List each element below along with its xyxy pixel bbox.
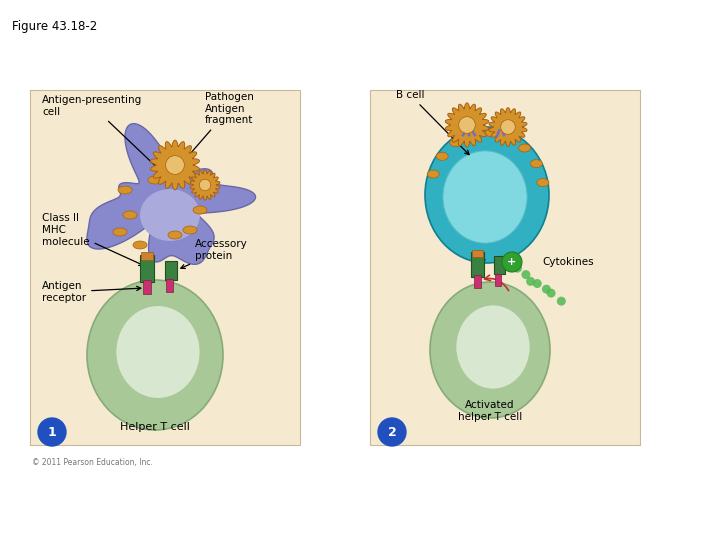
Ellipse shape: [87, 280, 223, 430]
Text: +: +: [508, 257, 517, 267]
FancyBboxPatch shape: [30, 90, 300, 445]
Bar: [494, 256, 505, 274]
Circle shape: [513, 264, 522, 273]
Text: 2: 2: [387, 426, 397, 438]
Circle shape: [521, 270, 531, 279]
Bar: [471, 252, 484, 277]
Circle shape: [533, 279, 541, 288]
Ellipse shape: [430, 282, 550, 418]
Ellipse shape: [116, 306, 200, 399]
Ellipse shape: [531, 160, 542, 167]
Polygon shape: [445, 103, 489, 147]
Circle shape: [557, 296, 566, 306]
Ellipse shape: [123, 211, 137, 219]
Ellipse shape: [148, 176, 162, 184]
Ellipse shape: [427, 170, 439, 178]
Text: Cytokines: Cytokines: [542, 257, 593, 267]
Ellipse shape: [425, 127, 549, 263]
Circle shape: [166, 156, 184, 174]
Ellipse shape: [443, 151, 527, 243]
Circle shape: [500, 120, 516, 134]
Circle shape: [199, 179, 211, 191]
Text: Pathogen
Antigen
fragment: Pathogen Antigen fragment: [186, 92, 254, 159]
Text: Antigen
receptor: Antigen receptor: [42, 281, 141, 303]
Circle shape: [546, 288, 556, 298]
Bar: [166, 279, 173, 292]
Text: Figure 43.18-2: Figure 43.18-2: [12, 20, 97, 33]
Circle shape: [378, 418, 406, 446]
Text: © 2011 Pearson Education, Inc.: © 2011 Pearson Education, Inc.: [32, 458, 153, 467]
Text: Class II
MHC
molecule: Class II MHC molecule: [42, 213, 143, 266]
Bar: [495, 274, 501, 286]
Circle shape: [459, 117, 475, 133]
Bar: [474, 275, 481, 288]
Ellipse shape: [436, 152, 448, 160]
Text: Activated
helper T cell: Activated helper T cell: [458, 400, 522, 422]
Polygon shape: [489, 107, 527, 146]
Ellipse shape: [456, 305, 530, 389]
Ellipse shape: [467, 131, 479, 138]
Ellipse shape: [537, 179, 549, 187]
Ellipse shape: [518, 144, 531, 152]
Bar: [141, 252, 153, 260]
Text: Helper T cell: Helper T cell: [120, 422, 190, 432]
Ellipse shape: [140, 189, 200, 241]
Bar: [143, 280, 151, 294]
Ellipse shape: [133, 241, 147, 249]
Polygon shape: [150, 140, 199, 190]
Text: Accessory
protein: Accessory protein: [181, 239, 248, 268]
Polygon shape: [190, 170, 220, 200]
Ellipse shape: [450, 139, 462, 147]
Ellipse shape: [183, 226, 197, 234]
Circle shape: [502, 252, 522, 272]
Ellipse shape: [193, 206, 207, 214]
Bar: [165, 261, 177, 280]
Ellipse shape: [113, 228, 127, 236]
Ellipse shape: [118, 186, 132, 194]
Circle shape: [38, 418, 66, 446]
Bar: [140, 255, 154, 282]
Text: 1: 1: [48, 426, 56, 438]
Ellipse shape: [168, 231, 182, 239]
Circle shape: [526, 277, 535, 286]
Text: Antigen-presenting
cell: Antigen-presenting cell: [42, 95, 162, 172]
Bar: [472, 250, 483, 257]
Text: B cell: B cell: [396, 90, 469, 154]
Ellipse shape: [503, 133, 515, 141]
Ellipse shape: [485, 129, 497, 137]
Circle shape: [542, 285, 551, 294]
Polygon shape: [87, 124, 256, 265]
FancyBboxPatch shape: [370, 90, 640, 445]
